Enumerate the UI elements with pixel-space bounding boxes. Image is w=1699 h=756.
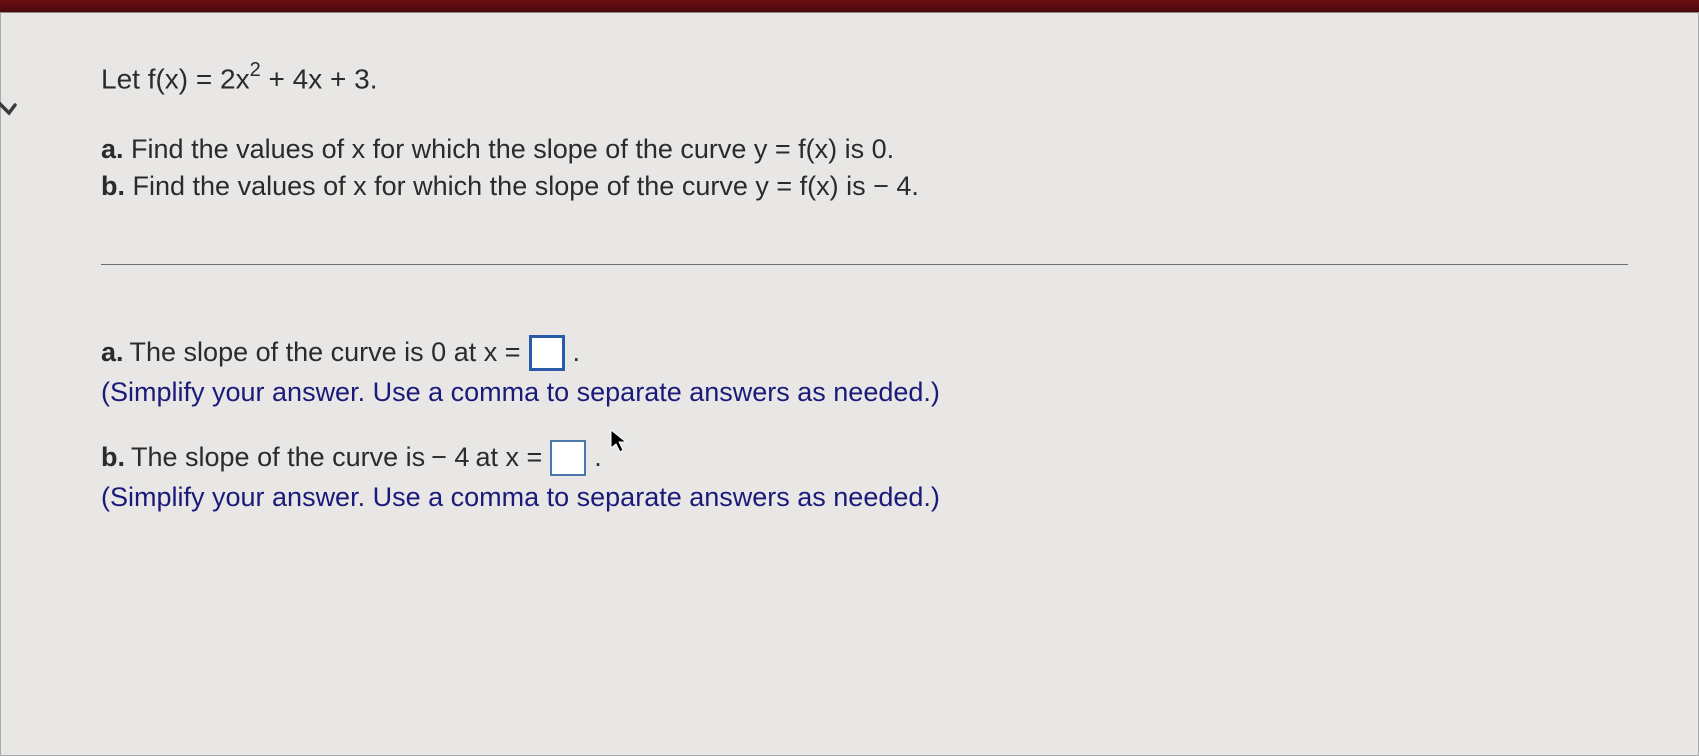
answer-a-hint: (Simplify your answer. Use a comma to se… — [101, 375, 1628, 410]
section-divider — [101, 264, 1628, 265]
answer-b-statement-pre: The slope of the curve is — [131, 440, 425, 475]
window-top-bar — [0, 0, 1699, 12]
prompt-a-text: Find the values of x for which the slope… — [131, 134, 894, 164]
function-definition: Let f(x) = 2x2 + 4x + 3. — [101, 59, 1628, 98]
prompt-b-label: b. — [101, 171, 125, 201]
answer-b-statement-val: − 4 — [431, 440, 469, 475]
answer-b-hint: (Simplify your answer. Use a comma to se… — [101, 480, 1628, 515]
answer-a-input[interactable] — [529, 335, 565, 371]
answer-b-input[interactable] — [550, 440, 586, 476]
answer-a-block: a. The slope of the curve is 0 at x = . … — [101, 335, 1628, 410]
prompt-b-text: Find the values of x for which the slope… — [133, 171, 919, 201]
prompt-b: b. Find the values of x for which the sl… — [101, 169, 1628, 204]
eq-suffix: + 4x + 3. — [261, 63, 378, 94]
eq-prefix: Let f(x) = 2x — [101, 63, 250, 94]
prompt-a: a. Find the values of x for which the sl… — [101, 132, 1628, 167]
prompt-a-label: a. — [101, 134, 124, 164]
answer-b-block: b. The slope of the curve is − 4 at x = … — [101, 440, 1628, 515]
eq-exponent: 2 — [250, 59, 261, 81]
question-panel: Let f(x) = 2x2 + 4x + 3. a. Find the val… — [0, 12, 1699, 756]
answer-b-statement-post: at x = — [475, 440, 542, 475]
answer-a-statement: The slope of the curve is 0 at x = — [130, 335, 521, 370]
answer-a-period: . — [573, 335, 581, 370]
answer-a-line: a. The slope of the curve is 0 at x = . — [101, 335, 1628, 371]
answer-b-line: b. The slope of the curve is − 4 at x = … — [101, 440, 1628, 476]
answer-b-label: b. — [101, 440, 125, 475]
question-content: Let f(x) = 2x2 + 4x + 3. a. Find the val… — [1, 13, 1698, 575]
answer-b-period: . — [594, 440, 602, 475]
checkmark-icon — [0, 83, 35, 123]
prompt-list: a. Find the values of x for which the sl… — [101, 132, 1628, 204]
answer-a-label: a. — [101, 335, 124, 370]
